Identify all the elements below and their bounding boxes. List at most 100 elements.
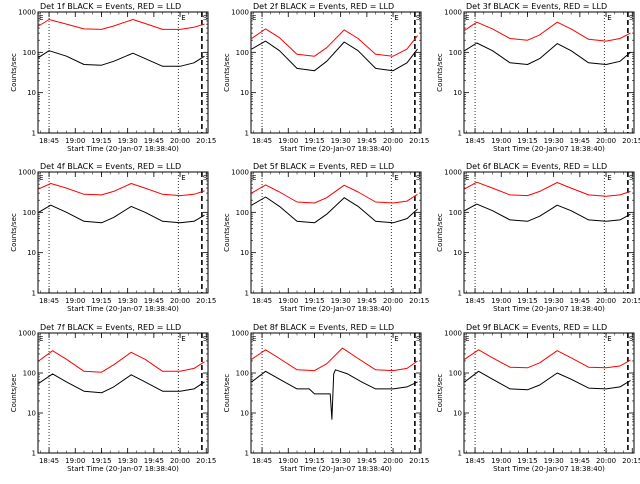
marker-e1: E — [39, 174, 43, 182]
x-axis-label: Start Time (20-Jan-07 18:38:40) — [280, 145, 392, 153]
y-tick-label: 1000 — [18, 330, 36, 338]
x-tick-label: 19:45 — [357, 457, 377, 465]
x-axis-label: Start Time (20-Jan-07 18:38:40) — [67, 305, 179, 313]
x-tick-label: 19:30 — [118, 297, 138, 305]
y-axis-label: Counts/sec — [223, 374, 231, 413]
plot-frame — [250, 332, 422, 454]
x-axis-label: Start Time (20-Jan-07 18:38:40) — [493, 145, 605, 153]
x-tick-label: 19:15 — [517, 457, 537, 465]
x-tick-label: 19:45 — [357, 137, 377, 145]
x-tick-label: 19:00 — [278, 457, 298, 465]
x-tick-label: 19:45 — [357, 297, 377, 305]
panel-7: Det 7f BLACK = Events, RED = LLD 1 10 100 10… — [10, 323, 216, 473]
y-tick-label: 1 — [32, 290, 36, 298]
x-tick-label: 20:15 — [409, 297, 429, 305]
x-tick-label: 19:45 — [144, 137, 164, 145]
x-tick-label: 20:15 — [622, 457, 640, 465]
x-tick-label: 20:15 — [409, 137, 429, 145]
x-tick-label: 19:30 — [331, 297, 351, 305]
plot-frame — [463, 171, 635, 294]
y-tick-label: 1 — [458, 450, 462, 458]
x-tick-label: 19:00 — [491, 457, 511, 465]
x-tick-label: 19:00 — [491, 297, 511, 305]
marker-e2: E — [181, 174, 185, 182]
y-tick-label: 10 — [240, 89, 249, 97]
marker-e2: E — [394, 335, 398, 343]
x-tick-label: 20:15 — [196, 297, 216, 305]
x-axis-label: Start Time (20-Jan-07 18:38:40) — [280, 305, 392, 313]
marker-e2: E — [607, 174, 611, 182]
series-events-line — [251, 369, 418, 420]
x-tick-label: 19:00 — [491, 137, 511, 145]
panel-title: Det 5f BLACK = Events, RED = LLD — [253, 162, 394, 171]
series-events-line — [464, 370, 631, 391]
y-tick-label: 1000 — [18, 9, 36, 17]
x-tick-label: 19:45 — [144, 457, 164, 465]
y-tick-label: 1000 — [444, 9, 462, 17]
x-tick-label: 18:45 — [39, 297, 59, 305]
y-tick-label: 10 — [27, 410, 36, 418]
marker-e1: E — [465, 174, 469, 182]
x-tick-label: 20:15 — [622, 137, 640, 145]
marker-s: S — [629, 174, 634, 182]
x-axis-label: Start Time (20-Jan-07 18:38:40) — [280, 465, 392, 473]
x-tick-label: 20:00 — [383, 137, 403, 145]
x-tick-label: 19:15 — [91, 457, 111, 465]
x-axis-label: Start Time (20-Jan-07 18:38:40) — [67, 465, 179, 473]
panel-title: Det 2f BLACK = Events, RED = LLD — [253, 2, 394, 11]
x-tick-label: 18:45 — [39, 457, 59, 465]
y-tick-label: 100 — [23, 209, 36, 217]
x-axis-label: Start Time (20-Jan-07 18:38:40) — [67, 145, 179, 153]
x-tick-label: 19:15 — [91, 137, 111, 145]
x-tick-label: 20:15 — [409, 457, 429, 465]
y-tick-label: 100 — [449, 370, 462, 378]
y-tick-label: 100 — [236, 209, 249, 217]
x-tick-label: 18:45 — [252, 457, 272, 465]
x-tick-label: 20:00 — [170, 137, 190, 145]
y-tick-label: 10 — [240, 249, 249, 257]
y-tick-label: 100 — [236, 49, 249, 57]
y-tick-label: 10 — [27, 89, 36, 97]
series-events-line — [464, 203, 631, 222]
marker-s: S — [203, 335, 208, 343]
series-lld-line — [38, 350, 205, 373]
marker-s: S — [629, 335, 634, 343]
y-tick-label: 1 — [245, 290, 249, 298]
y-axis-label: Counts/sec — [436, 213, 444, 252]
x-axis-label: Start Time (20-Jan-07 18:38:40) — [493, 305, 605, 313]
y-tick-label: 1000 — [231, 9, 249, 17]
plot-frame — [463, 332, 635, 454]
x-tick-label: 19:30 — [544, 137, 564, 145]
y-tick-label: 1 — [245, 450, 249, 458]
marker-e2: E — [181, 335, 185, 343]
marker-s: S — [203, 14, 208, 22]
panel-title: Det 8f BLACK = Events, RED = LLD — [253, 323, 394, 332]
marker-e2: E — [607, 14, 611, 22]
x-tick-label: 19:30 — [331, 137, 351, 145]
series-lld-line — [251, 347, 418, 372]
x-tick-label: 19:30 — [118, 457, 138, 465]
x-tick-label: 18:45 — [39, 137, 59, 145]
y-tick-label: 100 — [23, 370, 36, 378]
plot-frame — [37, 11, 209, 134]
marker-s: S — [416, 174, 421, 182]
y-tick-label: 1 — [458, 290, 462, 298]
x-tick-label: 19:15 — [91, 297, 111, 305]
y-tick-label: 100 — [23, 49, 36, 57]
x-tick-label: 19:30 — [331, 457, 351, 465]
panel-5: Det 5f BLACK = Events, RED = LLD 1 10 100 10… — [223, 162, 429, 313]
x-tick-label: 19:00 — [65, 137, 85, 145]
x-tick-label: 18:45 — [252, 297, 272, 305]
y-axis-label: Counts/sec — [10, 374, 18, 413]
series-events-line — [251, 40, 418, 72]
plot-frame — [37, 332, 209, 454]
series-lld-line — [38, 19, 205, 30]
x-tick-label: 19:00 — [278, 137, 298, 145]
panel-title: Det 6f BLACK = Events, RED = LLD — [466, 162, 607, 171]
x-tick-label: 18:45 — [465, 137, 485, 145]
x-tick-label: 18:45 — [465, 457, 485, 465]
panel-title: Det 9f BLACK = Events, RED = LLD — [466, 323, 607, 332]
y-axis-label: Counts/sec — [10, 53, 18, 92]
panel-3: Det 3f BLACK = Events, RED = LLD 1 10 100 10… — [436, 2, 640, 153]
